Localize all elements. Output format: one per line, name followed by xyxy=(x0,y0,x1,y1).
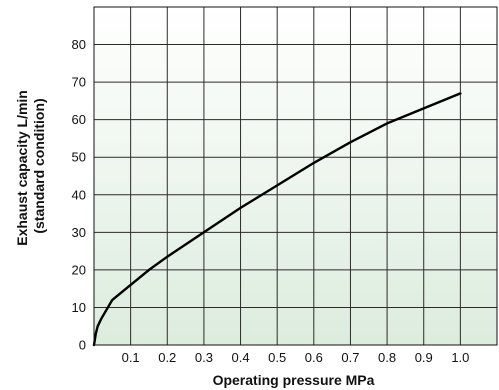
x-tick-label: 0.2 xyxy=(158,350,176,365)
tick-labels: 0.1 0.2 0.3 0.4 0.5 0.6 0.7 0.8 0.9 1.0 0 10 20 30 40 5… xyxy=(72,37,470,365)
y-axis-title-line-1: Exhaust capacity L/min xyxy=(14,90,30,246)
plot-background xyxy=(94,7,497,345)
y-tick-label: 30 xyxy=(72,225,86,240)
y-tick-label: 40 xyxy=(72,187,86,202)
x-tick-label: 0.6 xyxy=(305,350,323,365)
y-axis-title-line-2: (standard condition) xyxy=(31,98,47,233)
series-line xyxy=(92,92,462,347)
y-tick-label: 10 xyxy=(72,300,86,315)
y-tick-label: 50 xyxy=(72,150,86,165)
plot-frame xyxy=(93,6,498,346)
x-tick-label: 0.9 xyxy=(415,350,433,365)
y-tick-label: 70 xyxy=(72,75,86,90)
y-tick-label: 80 xyxy=(72,37,86,52)
grid-lines xyxy=(94,7,497,345)
x-tick-label: 0.3 xyxy=(195,350,213,365)
x-tick-label: 0.5 xyxy=(268,350,286,365)
y-tick-label: 0 xyxy=(79,338,86,353)
x-tick-label: 0.1 xyxy=(122,350,140,365)
series-layer xyxy=(92,92,462,347)
x-tick-label: 0.7 xyxy=(341,350,359,365)
x-tick-label: 0.8 xyxy=(378,350,396,365)
x-axis-title: Operating pressure MPa xyxy=(213,372,375,388)
y-tick-label: 60 xyxy=(72,112,86,127)
x-tick-label: 1.0 xyxy=(451,350,469,365)
y-tick-label: 20 xyxy=(72,262,86,277)
y-axis-title: Exhaust capacity L/min (standard conditi… xyxy=(14,86,47,246)
x-tick-label: 0.4 xyxy=(232,350,250,365)
